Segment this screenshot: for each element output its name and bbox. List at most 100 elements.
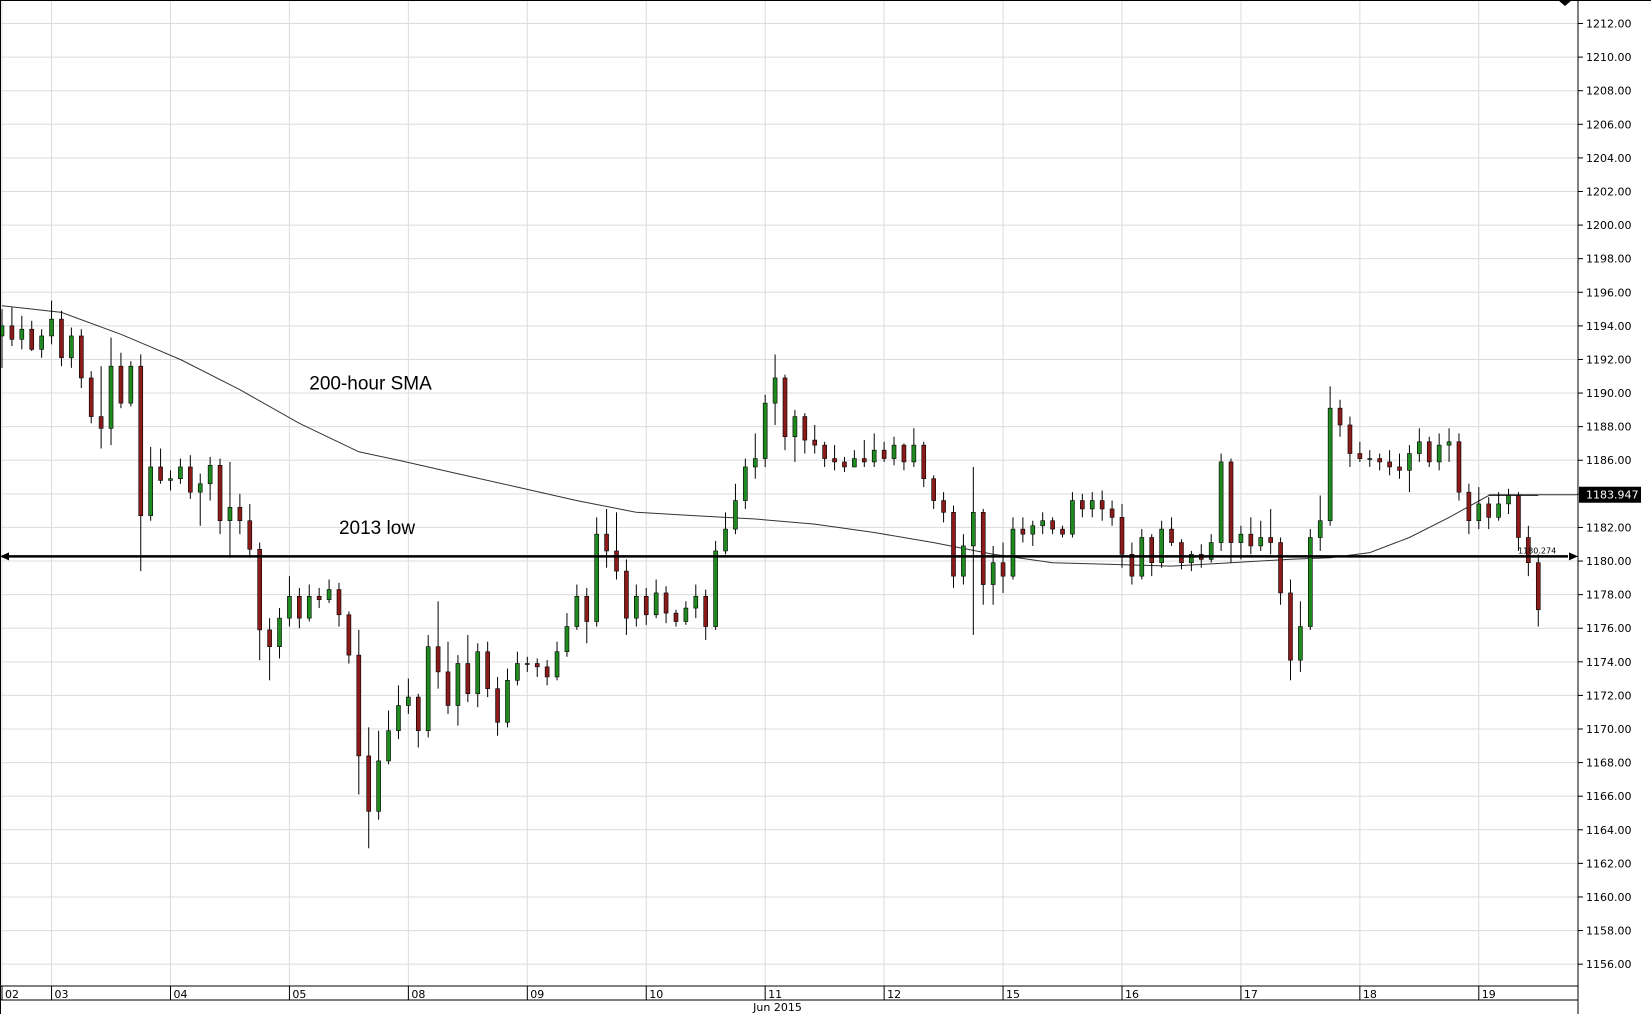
- candle-body: [237, 506, 243, 522]
- candle: [594, 517, 599, 627]
- candle-body: [852, 458, 857, 468]
- candle-body: [1000, 562, 1006, 577]
- candle: [138, 354, 144, 572]
- y-tick-label: 1158.00: [1586, 925, 1632, 938]
- candle: [495, 676, 500, 736]
- candle: [336, 582, 342, 627]
- candle-body: [1308, 537, 1313, 627]
- candle: [505, 668, 510, 728]
- candle-body: [782, 377, 788, 438]
- candle-body: [98, 416, 104, 429]
- candle: [217, 458, 223, 535]
- candle: [683, 601, 689, 625]
- x-tick-label: 18: [1363, 988, 1377, 1001]
- x-tick-label: 05: [292, 988, 306, 1001]
- candle: [386, 710, 391, 765]
- grid-lines: [0, 0, 1578, 986]
- candle: [723, 512, 728, 555]
- candle-body: [871, 449, 877, 463]
- candle-body: [19, 328, 25, 340]
- candle-body: [415, 696, 421, 731]
- candle: [574, 584, 580, 630]
- candle: [1020, 517, 1026, 543]
- candle: [1089, 492, 1095, 518]
- candle-body: [941, 500, 946, 513]
- candle-body: [247, 520, 253, 550]
- candle-body: [1020, 528, 1026, 535]
- candle-body: [59, 318, 64, 359]
- candle: [168, 470, 173, 491]
- candle: [733, 483, 738, 535]
- candle-body: [495, 688, 500, 723]
- y-tick-label: 1174.00: [1586, 656, 1632, 669]
- candle-body: [1298, 626, 1303, 661]
- candle-body: [1456, 441, 1462, 493]
- candle-body: [1417, 441, 1422, 454]
- candle: [445, 641, 451, 714]
- candle-body: [267, 629, 272, 647]
- candle: [515, 651, 520, 686]
- y-tick-label: 1202.00: [1586, 185, 1632, 198]
- candle: [1040, 512, 1045, 535]
- candle: [951, 505, 956, 588]
- candle-body: [1476, 503, 1482, 522]
- candle-body: [812, 439, 818, 446]
- candle-body: [1436, 444, 1442, 463]
- candle-body: [1535, 562, 1541, 611]
- candle-body: [376, 760, 381, 812]
- candle: [1248, 517, 1254, 555]
- candle-body: [951, 512, 956, 577]
- candle: [1218, 453, 1224, 551]
- candle-body: [743, 466, 748, 501]
- y-tick-label: 1196.00: [1586, 286, 1632, 299]
- candle-body: [197, 483, 203, 493]
- candle-body: [227, 506, 233, 522]
- x-tick-label: 19: [1482, 988, 1496, 1001]
- candle-body: [653, 592, 659, 616]
- candle: [485, 641, 490, 698]
- candle-body: [1050, 520, 1055, 530]
- candle: [1526, 525, 1531, 577]
- candle: [525, 656, 530, 672]
- candle: [1119, 503, 1125, 568]
- y-tick-label: 1190.00: [1586, 387, 1632, 400]
- candle: [455, 655, 461, 726]
- candle: [1179, 539, 1184, 570]
- x-axis-month-label: Jun 2015: [752, 1001, 802, 1014]
- candle: [941, 492, 946, 523]
- candle: [1436, 433, 1442, 471]
- candle: [1317, 495, 1323, 551]
- y-tick-label: 1160.00: [1586, 891, 1632, 904]
- x-tick-label: 09: [530, 988, 544, 1001]
- candle-body: [1466, 491, 1472, 522]
- x-tick-label: 12: [887, 988, 901, 1001]
- x-tick-label: 04: [173, 988, 187, 1001]
- candle: [237, 493, 243, 535]
- candle-body: [733, 500, 738, 530]
- y-tick-label: 1164.00: [1586, 824, 1632, 837]
- y-tick-label: 1210.00: [1586, 51, 1632, 64]
- candle-body: [525, 663, 530, 665]
- candle: [792, 409, 798, 462]
- candle: [425, 634, 431, 738]
- candle-body: [1337, 407, 1343, 426]
- candle-body: [1288, 592, 1293, 661]
- candle: [148, 446, 153, 521]
- candle: [1367, 450, 1373, 467]
- candle-body: [0, 325, 5, 337]
- y-tick-label: 1168.00: [1586, 757, 1632, 770]
- candle: [1466, 483, 1472, 535]
- candle-body: [287, 596, 292, 619]
- candle-body: [772, 377, 778, 404]
- candle: [634, 584, 639, 627]
- candle-body: [861, 458, 867, 463]
- candle: [376, 730, 381, 820]
- candle: [356, 629, 362, 795]
- last-value-label: 1183.947: [1586, 489, 1639, 502]
- candle: [1258, 520, 1264, 551]
- candle: [435, 601, 441, 689]
- candle: [197, 473, 203, 526]
- candle-body: [1109, 508, 1115, 518]
- y-tick-label: 1176.00: [1586, 622, 1632, 635]
